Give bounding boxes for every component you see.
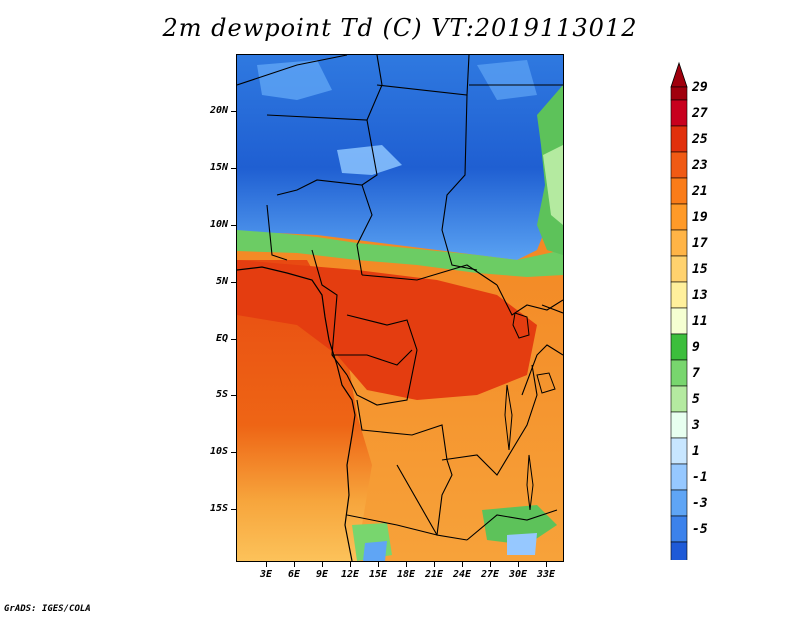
longitude-tick [294,562,295,567]
colorbar-swatch [670,333,688,361]
longitude-label-24e: 24E [452,569,472,580]
latitude-label-15s: 15S [209,503,228,514]
latitude-tick [231,395,236,396]
colorbar [670,61,688,560]
great-lakes [504,312,556,511]
longitude-tick [434,562,435,567]
longitude-label-33e: 33E [536,569,556,580]
longitude-label-12e: 12E [340,569,360,580]
colorbar-label: 17 [692,236,708,251]
colorbar-swatch [670,359,688,387]
colorbar-swatch [670,177,688,205]
longitude-tick [546,562,547,567]
colorbar-swatch [670,86,688,101]
latitude-label-eq: EQ [215,333,228,344]
longitude-label-21e: 21E [424,569,444,580]
latitude-tick [231,282,236,283]
latitude-label-10s: 10S [209,446,228,457]
colorbar-label: 27 [692,106,708,121]
colorbar-label: 21 [692,184,708,199]
longitude-tick [378,562,379,567]
latitude-tick [231,111,236,112]
colorbar-label: 19 [692,210,708,225]
longitude-label-30e: 30E [508,569,528,580]
colorbar-label: -1 [692,470,708,485]
country-borders [237,55,563,541]
light-blue-patch [477,60,537,100]
longitude-label-6e: 6E [287,569,301,580]
equatorial-humid-core [237,260,537,400]
colorbar-swatch [670,203,688,231]
latitude-tick [231,339,236,340]
longitude-tick [462,562,463,567]
latitude-label-10n: 10N [209,219,228,230]
longitude-label-3e: 3E [259,569,273,580]
colorbar-swatch [670,307,688,335]
colorbar-label: 13 [692,288,708,303]
latitude-tick [231,452,236,453]
latitude-label-5n: 5N [215,276,228,287]
map-panel [236,54,564,562]
colorbar-label: 25 [692,132,708,147]
light-blue-patch [337,145,402,175]
colorbar-label: -5 [692,522,708,537]
colorbar-swatch [670,411,688,439]
southern-green-patch [482,505,557,545]
colorbar-swatch [670,385,688,413]
colorbar-swatch [670,151,688,179]
latitude-label-15n: 15N [209,162,228,173]
longitude-tick [406,562,407,567]
colorbar-label: 29 [692,80,708,95]
colorbar-label: -3 [692,496,708,511]
longitude-tick [490,562,491,567]
longitude-label-15e: 15E [368,569,388,580]
colorbar-swatch [670,541,688,560]
longitude-label-9e: 9E [315,569,329,580]
latitude-label-20n: 20N [209,105,228,116]
colorbar-label: 23 [692,158,708,173]
latitude-tick [231,168,236,169]
colorbar-swatch [670,255,688,283]
longitude-tick [322,562,323,567]
colorbar-top-arrow [670,61,688,88]
colorbar-swatch [670,515,688,543]
longitude-label-18e: 18E [396,569,416,580]
latitude-tick [231,509,236,510]
colorbar-label: 5 [692,392,700,407]
eastern-light-green-zone [543,145,563,225]
colorbar-swatch [670,99,688,127]
latitude-tick [231,225,236,226]
colorbar-swatch [670,489,688,517]
colorbar-label: 7 [692,366,700,381]
colorbar-swatch [670,281,688,309]
latitude-label-5s: 5S [215,389,228,400]
colorbar-label: 3 [692,418,700,433]
colorbar-swatch [670,125,688,153]
dewpoint-map [237,55,563,561]
coastline [237,266,356,561]
colorbar-swatch [670,437,688,465]
colorbar-label: 15 [692,262,708,277]
southern-blue-patch [507,533,537,555]
colorbar-swatch [670,463,688,491]
colorbar-label: 9 [692,340,700,355]
longitude-tick [266,562,267,567]
grads-credit: GrADS: IGES/COLA [4,604,91,614]
light-blue-patch [257,60,332,100]
longitude-label-27e: 27E [480,569,500,580]
colorbar-label: 11 [692,314,708,329]
dry-sahara-region [237,55,563,260]
colorbar-label: 1 [692,444,700,459]
plot-title: 2m dewpoint Td (C) VT:2019113012 [162,14,638,42]
longitude-tick [518,562,519,567]
longitude-tick [350,562,351,567]
sahel-transition-band [237,230,563,277]
southern-blue-patch [363,541,387,561]
colorbar-swatch [670,229,688,257]
